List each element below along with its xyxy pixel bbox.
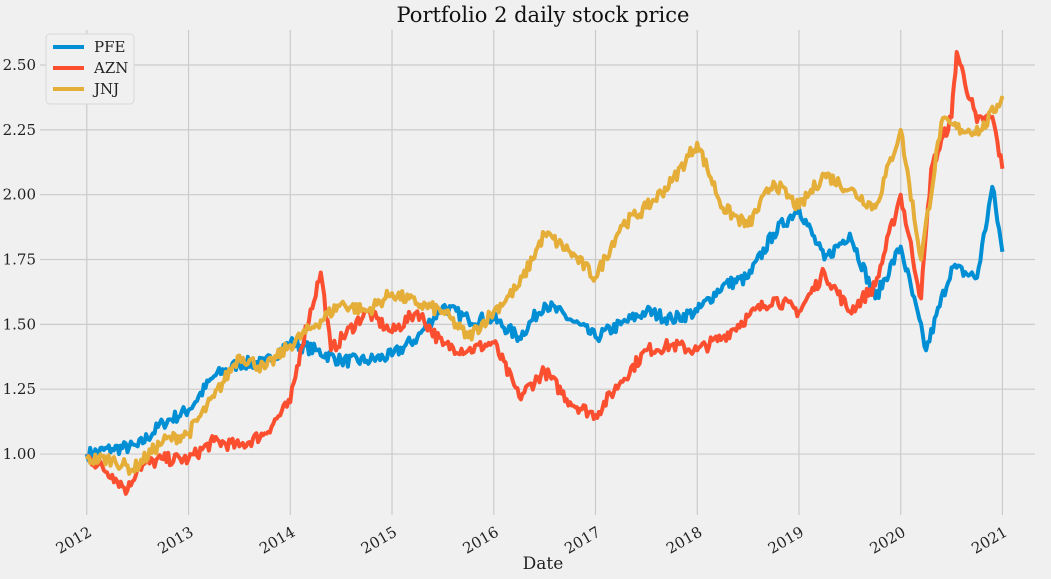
y-tick-label: 1.25: [3, 380, 36, 398]
legend: PFE AZN JNJ: [45, 33, 135, 105]
y-tick-label: 2.25: [3, 121, 36, 139]
series-lines: [84, 50, 1005, 496]
legend-label: AZN: [93, 59, 128, 77]
y-tick-label: 1.50: [3, 315, 36, 333]
y-tick-label: 2.00: [3, 186, 36, 204]
y-tick-labels: 1.00 1.25 1.50 1.75 2.00 2.25 2.50: [3, 56, 36, 463]
y-tick-label: 2.50: [3, 56, 36, 74]
series-line-jnj: [85, 95, 1005, 476]
chart-title: Portfolio 2 daily stock price: [397, 3, 690, 27]
series-line-azn: [86, 50, 1005, 496]
series-line-pfe: [84, 184, 1005, 463]
x-axis-label: Date: [523, 554, 564, 574]
legend-box: [45, 33, 135, 105]
legend-label: PFE: [94, 38, 125, 56]
y-tick-label: 1.75: [3, 251, 36, 269]
y-tick-label: 1.00: [3, 445, 36, 463]
legend-label: JNJ: [92, 80, 119, 98]
